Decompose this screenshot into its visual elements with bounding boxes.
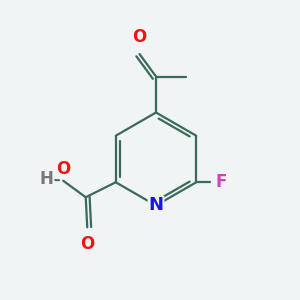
- Text: F: F: [216, 173, 227, 191]
- Text: O: O: [56, 160, 70, 178]
- Text: O: O: [80, 235, 94, 253]
- Text: H: H: [40, 170, 54, 188]
- Text: O: O: [132, 28, 147, 46]
- Text: N: N: [148, 196, 164, 214]
